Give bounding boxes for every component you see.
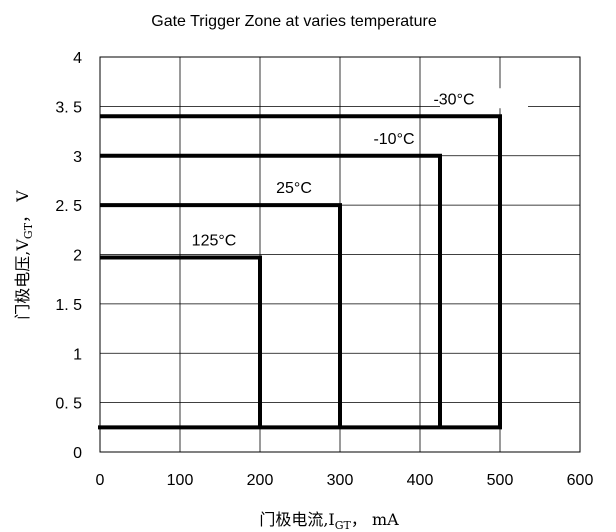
x-tick-label: 300 [327,472,354,489]
zone-line [100,114,502,428]
chart-title: Gate Trigger Zone at varies temperature [151,13,437,30]
zone-lines [98,114,502,430]
y-tick-label: 3. 5 [55,99,82,116]
y-tick-label: 0. 5 [55,396,82,413]
y-tick-label: 1. 5 [55,297,82,314]
x-axis-label-main: 门极电流,I [259,510,334,529]
y-axis-label-sub: GT [22,222,35,239]
zone-line [100,203,342,428]
y-axis-label-main: 门极电压,V [13,239,32,320]
zone-label: 25°C [276,180,312,197]
x-tick-label: 600 [567,472,594,489]
x-axis-label-suffix: ， mA [351,510,399,529]
zone-label-background [440,88,528,109]
y-axis-label: 门极电压,VGT， V [13,190,35,320]
zone-line [100,255,262,428]
y-tick-label: 3 [73,149,82,166]
zone-line [100,153,442,428]
x-tick-label: 0 [96,472,105,489]
zone-label: 125°C [192,232,237,249]
y-tick-label: 0 [73,445,82,462]
zone-labels: -30°C -10°C 25°C 125°C [192,88,528,249]
zone-label: -30°C [433,91,474,108]
y-axis-label-suffix: ， V [13,190,32,223]
tick-labels: 0 100 200 300 400 500 600 0 0. 5 1 1. 5 2 2. 5 3 3. 5 4 [55,50,593,489]
x-tick-label: 200 [247,472,274,489]
x-tick-label: 100 [167,472,194,489]
y-tick-label: 1 [73,346,82,363]
y-tick-label: 2. 5 [55,198,82,215]
zone-label: -10°C [373,131,414,148]
x-tick-label: 400 [407,472,434,489]
y-tick-label: 4 [73,50,82,67]
plot-frame [99,56,581,453]
x-tick-label: 500 [487,472,514,489]
x-axis-label: 门极电流,IGT， mA [259,510,399,532]
x-axis-label-sub: GT [335,519,352,532]
y-tick-label: 2 [73,248,82,265]
